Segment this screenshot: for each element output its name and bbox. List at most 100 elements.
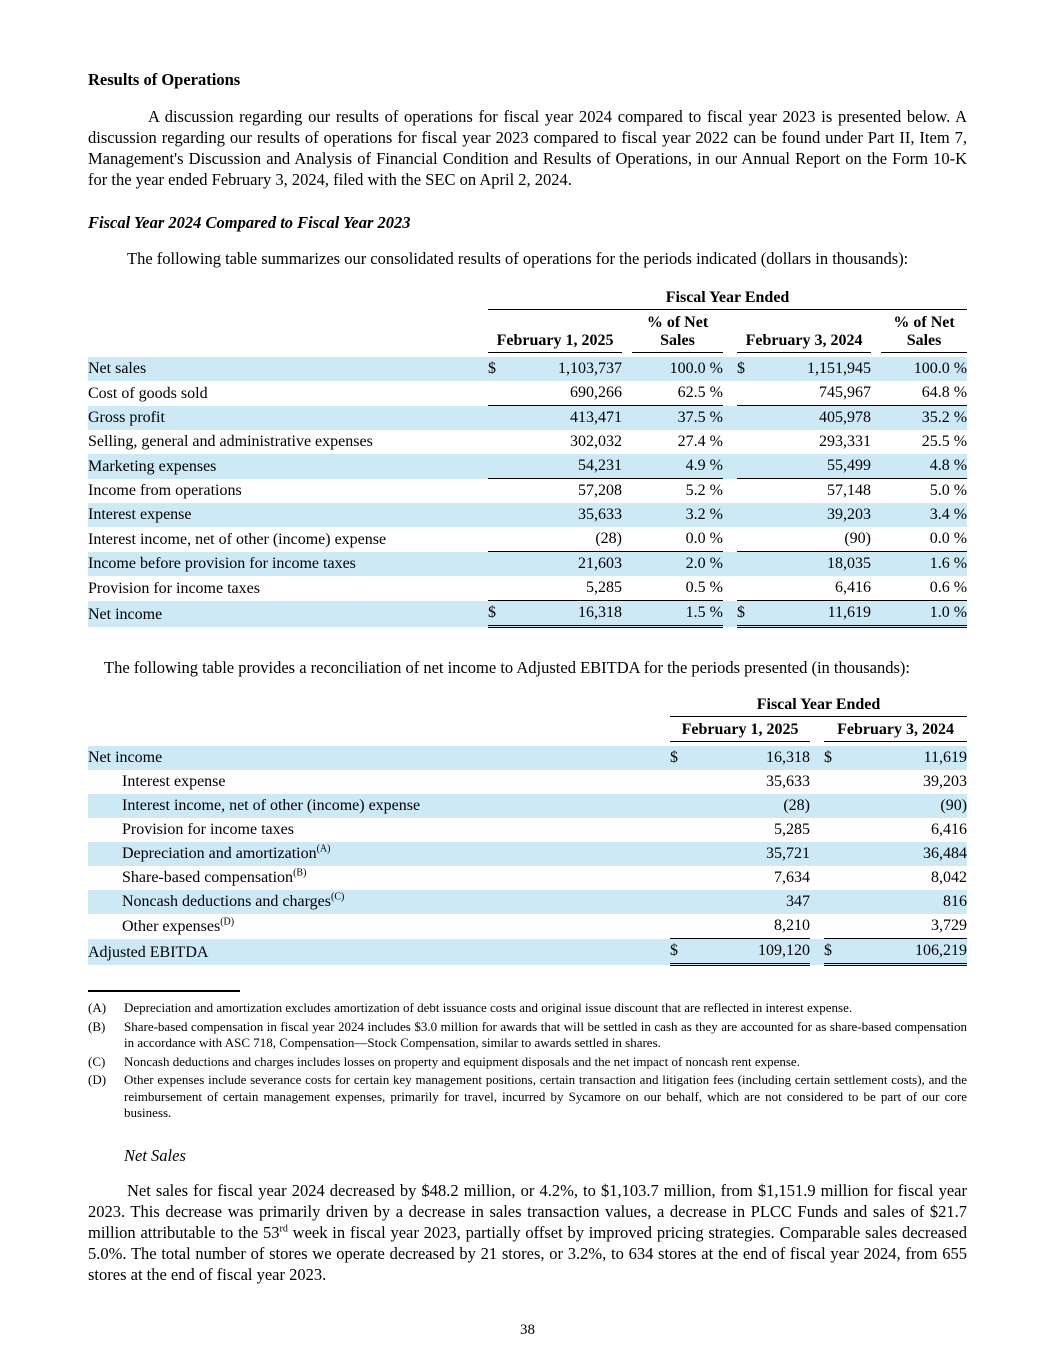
footnote-marker: (C)	[88, 1053, 106, 1069]
currency-symbol: $	[737, 357, 761, 381]
amount-fy2025: 1,103,737	[512, 357, 622, 381]
amount-fy2025: 35,721	[694, 842, 810, 866]
results-of-operations-table: Fiscal Year Ended February 1, 2025 % of …	[88, 289, 968, 628]
currency-symbol: $	[824, 938, 848, 966]
footnote-reference: (C)	[330, 891, 345, 903]
spanner-cell: Fiscal Year Ended	[488, 289, 968, 314]
amount-fy2025: 109,120	[694, 938, 810, 966]
row-label: Provision for income taxes	[122, 821, 294, 838]
column-gap	[810, 866, 824, 890]
percent-fy2024: 1.0 %	[871, 600, 968, 628]
row-label: Adjusted EBITDA	[88, 938, 670, 965]
column-gap	[810, 818, 824, 842]
column-gap	[810, 794, 824, 818]
fiscal-year-ended-header: Fiscal Year Ended	[488, 289, 968, 310]
table-spanner-row: Fiscal Year Ended	[88, 289, 968, 314]
currency-symbol	[488, 405, 512, 430]
currency-symbol	[824, 794, 848, 818]
currency-symbol	[824, 842, 848, 866]
currency-symbol	[737, 430, 761, 454]
percent-fy2024: 0.6 %	[871, 576, 968, 601]
amount-fy2025: 347	[694, 890, 810, 914]
spacer-cell	[723, 314, 737, 357]
currency-symbol	[670, 794, 694, 818]
percent-fy2025: 0.5 %	[622, 576, 723, 601]
spacer-cell	[88, 721, 670, 746]
row-label: Gross profit	[88, 405, 488, 430]
amount-fy2024: 11,619	[761, 600, 871, 628]
table-row: Income from operations 57,208 5.2 % 57,148 5…	[88, 479, 967, 504]
currency-symbol	[737, 405, 761, 430]
percent-fy2024: 35.2 %	[871, 405, 968, 430]
currency-symbol	[737, 479, 761, 504]
amount-fy2024: 405,978	[761, 405, 871, 430]
column-gap	[810, 890, 824, 914]
table-row: Cost of goods sold 690,266 62.5 % 745,967 64…	[88, 381, 968, 406]
fiscal-year-comparison-heading: Fiscal Year 2024 Compared to Fiscal Year…	[88, 213, 411, 232]
row-label: Income from operations	[88, 482, 242, 499]
row-label: Cost of goods sold	[88, 384, 208, 402]
column-header-date-2025: February 1, 2025	[488, 314, 622, 357]
percent-fy2025: 3.2 %	[622, 503, 723, 527]
currency-symbol	[737, 503, 761, 527]
table-row: Gross profit 413,471 37.5 % 405,978 35.2 %	[88, 405, 968, 430]
table-header-row: February 1, 2025 % of Net Sales February…	[88, 314, 968, 357]
column-gap	[723, 551, 737, 576]
footnote-separator	[88, 990, 240, 992]
amount-fy2024: 293,331	[819, 433, 871, 450]
amount-fy2024: 3,729	[848, 914, 968, 939]
row-label: Selling, general and administrative expe…	[88, 433, 373, 450]
column-gap	[723, 454, 737, 479]
percent-fy2024: 3.4 %	[871, 503, 968, 527]
percent-fy2025: 100.0 %	[622, 357, 723, 381]
percent-fy2025: 5.2 %	[685, 482, 723, 499]
amount-fy2024: 745,967	[761, 381, 871, 406]
row-label: Depreciation and amortization(A)	[88, 842, 670, 866]
amount-fy2025: 302,032	[570, 433, 622, 450]
amount-fy2024: 1,151,945	[761, 357, 871, 381]
spanner-cell: Fiscal Year Ended	[670, 696, 968, 721]
amount-fy2024: 55,499	[761, 454, 871, 479]
percent-fy2025: 27.4 %	[677, 433, 723, 450]
amount-fy2025: 413,471	[512, 405, 622, 430]
row-label: Provision for income taxes	[88, 579, 260, 597]
row-label: Net income	[88, 600, 488, 627]
percent-fy2025: 1.5 %	[622, 600, 723, 628]
spacer-cell	[88, 314, 488, 357]
currency-symbol	[824, 866, 848, 890]
percent-fy2024: 4.8 %	[871, 454, 968, 479]
column-gap	[723, 600, 737, 627]
row-label: Share-based compensation(B)	[122, 867, 307, 886]
footnote: (B) Share-based compensation in fiscal ye…	[88, 1019, 967, 1052]
table-row: Income before provision for income taxes…	[88, 551, 968, 576]
amount-fy2024: 816	[848, 890, 968, 914]
table-row: Provision for income taxes 5,285 6,416	[88, 818, 967, 842]
currency-symbol: $	[488, 357, 512, 381]
footnote-marker: (D)	[88, 1072, 107, 1087]
column-header-pct-2025: % of Net Sales	[622, 314, 723, 357]
amount-fy2024: 36,484	[848, 842, 968, 866]
currency-symbol	[737, 381, 761, 406]
percent-fy2024: 1.6 %	[871, 551, 968, 576]
row-label: Interest expense	[88, 503, 488, 527]
column-gap	[810, 938, 824, 965]
table-row: Net income $16,318 $11,619	[88, 746, 968, 770]
column-gap	[723, 405, 737, 430]
amount-fy2025: 35,633	[766, 773, 810, 790]
intro-paragraph: A discussion regarding our results of op…	[88, 107, 967, 189]
percent-fy2024: 64.8 %	[871, 381, 968, 406]
amount-fy2024: 39,203	[923, 773, 968, 790]
amount-fy2024: 6,416	[931, 821, 968, 838]
footnote-reference: (A)	[316, 843, 331, 855]
spacer-cell	[88, 289, 488, 314]
row-label: Interest expense	[122, 773, 226, 790]
row-label: Interest income, net of other (income) e…	[88, 794, 670, 818]
table-row: Depreciation and amortization(A) 35,721 36…	[88, 842, 968, 866]
amount-fy2025: (28)	[694, 794, 810, 818]
amount-fy2025: 5,285	[774, 821, 810, 838]
net-sales-paragraph: Net sales for fiscal year 2024 decreased…	[88, 1180, 967, 1284]
currency-symbol	[737, 551, 761, 576]
column-gap	[723, 430, 737, 454]
row-label: Interest income, net of other (income) e…	[88, 530, 387, 548]
amount-fy2024: 11,619	[848, 746, 968, 770]
